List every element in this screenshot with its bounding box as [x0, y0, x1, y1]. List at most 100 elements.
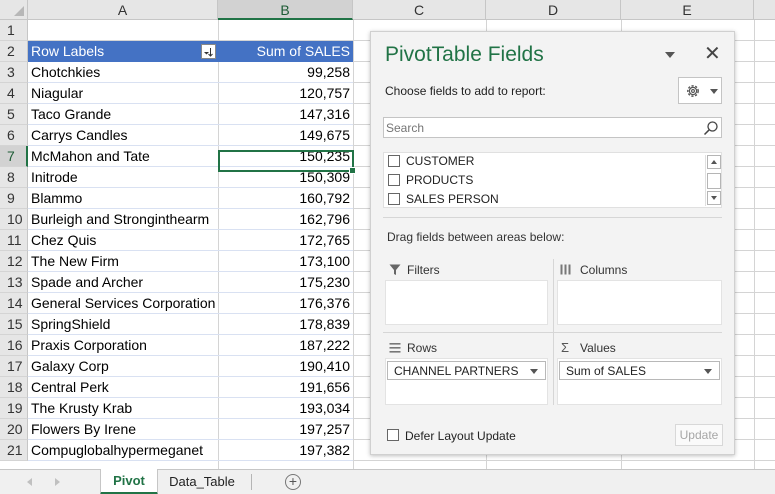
scroll-tabs-left-icon[interactable] [27, 478, 32, 486]
row-label-cell[interactable]: Carrys Candles [31, 127, 128, 143]
row-label-cell[interactable]: The Krusty Krab [31, 400, 133, 416]
pivot-row[interactable]: General Services Corporation 176,376 [28, 293, 353, 314]
row-label-cell[interactable]: Flowers By Irene [31, 421, 137, 437]
sales-value-cell[interactable]: 99,258 [307, 64, 350, 80]
pivot-row[interactable]: The Krusty Krab 193,034 [28, 398, 353, 419]
row-header[interactable]: 17 [0, 356, 28, 377]
pivot-row[interactable]: Carrys Candles 149,675 [28, 125, 353, 146]
row-header[interactable]: 5 [0, 104, 28, 125]
row-header[interactable]: 14 [0, 293, 28, 314]
filters-drop-zone[interactable] [385, 280, 548, 325]
rows-field-chip[interactable]: CHANNEL PARTNERS [387, 361, 546, 380]
sales-value-cell[interactable]: 150,235 [299, 148, 350, 164]
row-label-cell[interactable]: The New Firm [31, 253, 119, 269]
sales-value-cell[interactable]: 197,382 [299, 442, 350, 458]
update-button[interactable]: Update [675, 424, 723, 446]
active-cell-b7[interactable] [218, 150, 356, 174]
pivot-row[interactable]: Flowers By Irene 197,257 [28, 419, 353, 440]
sales-value-cell[interactable]: 147,316 [299, 106, 350, 122]
sales-value-cell[interactable]: 149,675 [299, 127, 350, 143]
row-header[interactable]: 4 [0, 83, 28, 104]
checkbox[interactable] [388, 193, 400, 205]
checkbox[interactable] [388, 174, 400, 186]
row-label-cell[interactable]: Galaxy Corp [31, 358, 109, 374]
sales-value-cell[interactable]: 187,222 [299, 337, 350, 353]
row-header[interactable]: 19 [0, 398, 28, 419]
defer-checkbox[interactable] [387, 429, 399, 441]
sales-value-cell[interactable]: 178,839 [299, 316, 350, 332]
chevron-down-icon[interactable] [704, 369, 712, 374]
sales-value-cell[interactable]: 197,257 [299, 421, 350, 437]
pivot-row[interactable]: Chez Quis 172,765 [28, 230, 353, 251]
pivot-row[interactable]: Praxis Corporation 187,222 [28, 335, 353, 356]
row-header[interactable]: 10 [0, 209, 28, 230]
column-header-a[interactable]: A [28, 0, 218, 20]
pivot-row[interactable]: Blammo 160,792 [28, 188, 353, 209]
row-label-cell[interactable]: Spade and Archer [31, 274, 144, 290]
pivot-row[interactable]: Initrode 150,309 [28, 167, 353, 188]
row-label-cell[interactable]: Blammo [31, 190, 83, 206]
row-header[interactable]: 9 [0, 188, 28, 209]
row-header[interactable]: 15 [0, 314, 28, 335]
chevron-down-icon[interactable] [530, 369, 538, 374]
field-search-box[interactable] [383, 117, 722, 138]
row-header[interactable]: 21 [0, 440, 28, 461]
pivot-row[interactable]: Taco Grande 147,316 [28, 104, 353, 125]
scroll-tabs-right-icon[interactable] [55, 478, 60, 486]
sales-value-cell[interactable]: 162,796 [299, 211, 350, 227]
row-label-cell[interactable]: Central Perk [31, 379, 109, 395]
row-header[interactable]: 2 [0, 41, 28, 62]
pivot-row[interactable]: The New Firm 173,100 [28, 251, 353, 272]
row-label-cell[interactable]: Taco Grande [31, 106, 112, 122]
sales-value-cell[interactable]: 176,376 [299, 295, 350, 311]
row-header[interactable]: 20 [0, 419, 28, 440]
sum-of-sales-header[interactable]: Sum of SALES [256, 43, 350, 59]
pivot-row[interactable]: McMahon and Tate 150,235 [28, 146, 353, 167]
pivot-row[interactable]: Niagular 120,757 [28, 83, 353, 104]
values-field-chip[interactable]: Sum of SALES [559, 361, 720, 380]
row-label-cell[interactable]: Praxis Corporation [31, 337, 147, 353]
pivot-row[interactable]: Central Perk 191,656 [28, 377, 353, 398]
row-label-cell[interactable]: Initrode [31, 169, 78, 185]
field-list-scrollbar[interactable] [705, 155, 721, 206]
sales-value-cell[interactable]: 172,765 [299, 232, 350, 248]
scroll-thumb[interactable] [707, 173, 721, 189]
filter-dropdown-button[interactable] [201, 44, 216, 59]
select-all-corner[interactable] [0, 0, 28, 20]
sales-value-cell[interactable]: 150,309 [299, 169, 350, 185]
add-sheet-icon[interactable]: + [285, 474, 301, 490]
pivot-row[interactable]: Chotchkies 99,258 [28, 62, 353, 83]
sales-value-cell[interactable]: 173,100 [299, 253, 350, 269]
sales-value-cell[interactable]: 190,410 [299, 358, 350, 374]
pivot-row[interactable]: Burleigh and Stronginthearm 162,796 [28, 209, 353, 230]
row-header[interactable]: 13 [0, 272, 28, 293]
row-label-cell[interactable]: McMahon and Tate [31, 148, 150, 164]
row-header[interactable]: 1 [0, 20, 28, 41]
row-header[interactable]: 6 [0, 125, 28, 146]
row-labels-header[interactable]: Row Labels [31, 43, 105, 59]
row-header[interactable]: 7 [0, 146, 28, 167]
sales-value-cell[interactable]: 193,034 [299, 400, 350, 416]
sales-value-cell[interactable]: 191,656 [299, 379, 350, 395]
row-header[interactable]: 12 [0, 251, 28, 272]
sales-value-cell[interactable]: 160,792 [299, 190, 350, 206]
row-label-cell[interactable]: Compuglobalhypermeganet [31, 442, 203, 458]
column-header-d[interactable]: D [486, 0, 621, 20]
pivot-row[interactable]: Spade and Archer 175,230 [28, 272, 353, 293]
values-drop-zone[interactable]: Sum of SALES [557, 358, 722, 405]
row-header[interactable]: 16 [0, 335, 28, 356]
row-label-cell[interactable]: SpringShield [31, 316, 111, 332]
row-label-cell[interactable]: General Services Corporation [31, 295, 216, 311]
tab-data-table[interactable]: Data_Table [169, 474, 235, 489]
row-label-cell[interactable]: Niagular [31, 85, 84, 101]
column-header-b[interactable]: B [218, 0, 353, 20]
field-search-input[interactable] [386, 118, 696, 137]
row-header[interactable]: 11 [0, 230, 28, 251]
pivot-row[interactable]: Galaxy Corp 190,410 [28, 356, 353, 377]
row-label-cell[interactable]: Chez Quis [31, 232, 97, 248]
row-header[interactable]: 8 [0, 167, 28, 188]
scroll-up-button[interactable] [707, 155, 721, 169]
close-icon[interactable]: ✕ [704, 43, 721, 65]
rows-drop-zone[interactable]: CHANNEL PARTNERS [385, 358, 548, 405]
tools-button[interactable] [678, 77, 722, 104]
